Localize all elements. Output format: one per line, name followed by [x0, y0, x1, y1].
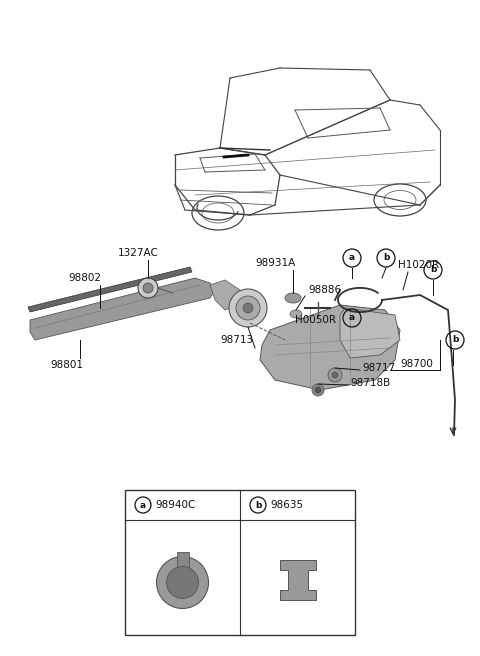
Circle shape — [315, 387, 321, 393]
Text: a: a — [140, 501, 146, 510]
Ellipse shape — [290, 310, 302, 318]
Text: 98713: 98713 — [220, 335, 253, 345]
Text: b: b — [452, 335, 458, 344]
Text: 98931A: 98931A — [255, 258, 295, 268]
Text: H0050R: H0050R — [295, 315, 336, 325]
Polygon shape — [30, 278, 215, 340]
Text: 98886: 98886 — [308, 285, 341, 295]
Text: 98940C: 98940C — [155, 500, 195, 510]
Bar — [177, 552, 189, 571]
Text: 98717: 98717 — [362, 363, 395, 373]
Text: a: a — [349, 314, 355, 323]
Text: 98802: 98802 — [68, 273, 101, 283]
Circle shape — [138, 278, 158, 298]
Text: a: a — [349, 253, 355, 262]
Circle shape — [167, 567, 199, 598]
Circle shape — [236, 296, 260, 320]
Circle shape — [328, 368, 342, 382]
Polygon shape — [28, 267, 192, 312]
Bar — [125, 490, 355, 635]
Ellipse shape — [285, 293, 301, 303]
Text: 98635: 98635 — [270, 500, 303, 510]
Polygon shape — [279, 560, 315, 600]
Text: 98700: 98700 — [400, 359, 433, 369]
Text: 98718B: 98718B — [350, 378, 390, 388]
Text: 98801: 98801 — [50, 360, 83, 370]
Polygon shape — [260, 305, 400, 390]
Circle shape — [243, 303, 253, 313]
Text: 1327AC: 1327AC — [118, 248, 159, 258]
Circle shape — [229, 289, 267, 327]
Circle shape — [156, 556, 208, 609]
Polygon shape — [340, 308, 400, 358]
Polygon shape — [210, 280, 240, 310]
Text: H1020R: H1020R — [398, 260, 439, 270]
Text: b: b — [430, 266, 436, 274]
Circle shape — [143, 283, 153, 293]
Circle shape — [312, 384, 324, 396]
Text: b: b — [383, 253, 389, 262]
Text: b: b — [255, 501, 261, 510]
Circle shape — [332, 372, 338, 378]
